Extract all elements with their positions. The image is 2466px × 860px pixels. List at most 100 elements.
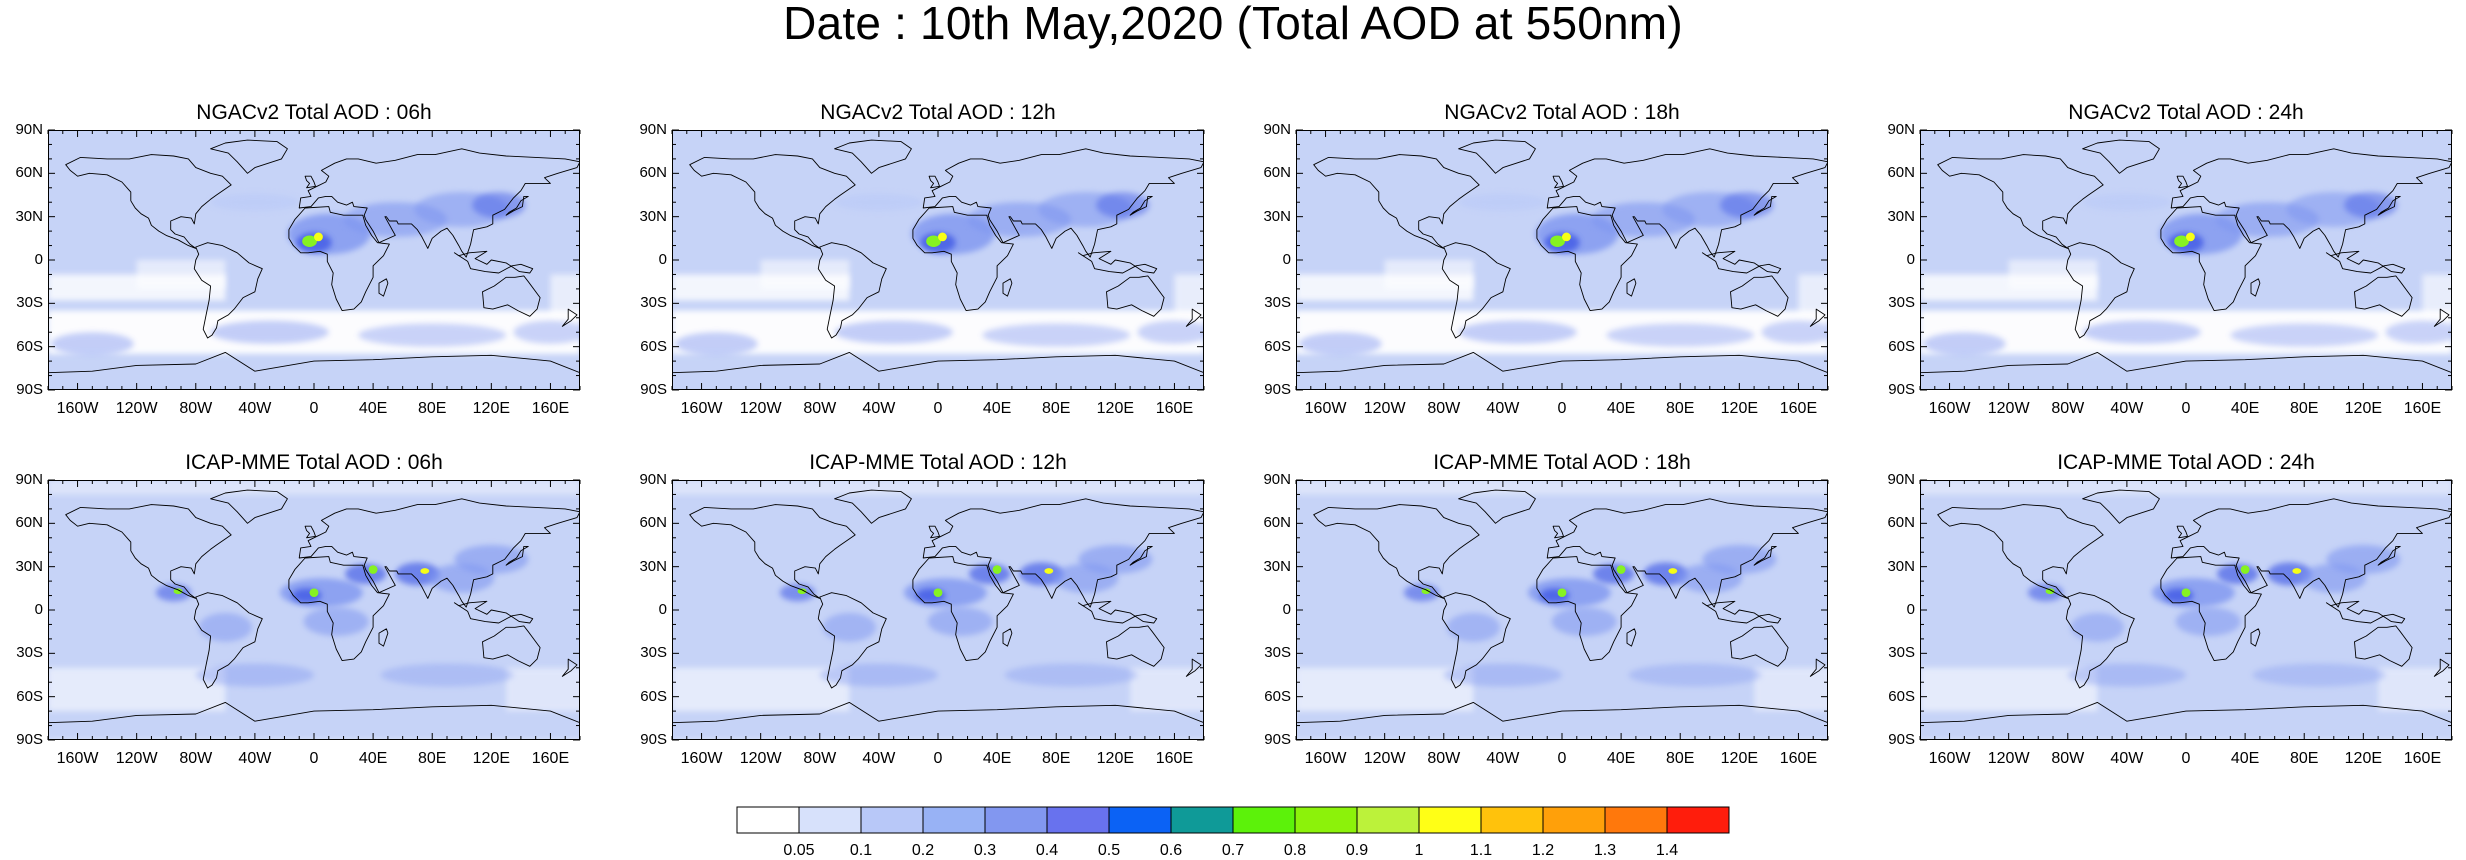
longitude-label: 160W — [1304, 750, 1347, 767]
coastline-south-america — [817, 242, 887, 339]
aerosol-feature — [420, 568, 430, 574]
longitude-label: 80W — [179, 750, 213, 767]
aerosol-feature — [302, 235, 317, 247]
aerosol-feature — [904, 578, 987, 608]
coastline-north-america — [65, 504, 232, 599]
aerosol-feature — [1562, 232, 1571, 242]
longitude-label: 160W — [56, 400, 99, 417]
latitude-label: 90S — [640, 381, 667, 398]
coastline-indonesia — [1077, 600, 1158, 624]
longitude-label: 80W — [803, 400, 837, 417]
colorbar-label: 0.9 — [1345, 842, 1369, 859]
latitude-label: 0 — [658, 601, 667, 618]
aerosol-feature — [1922, 332, 2006, 356]
longitude-label: 80W — [2051, 750, 2085, 767]
longitude-label: 80E — [1665, 400, 1695, 417]
longitude-label: 120W — [739, 400, 782, 417]
panel-title: ICAP-MME Total AOD : 24h — [2057, 451, 2315, 474]
aerosol-feature — [210, 193, 300, 211]
aod-map — [671, 479, 1205, 741]
latitude-label: 90S — [16, 731, 43, 748]
coastline-japan — [1129, 195, 1153, 216]
low-aod-region — [2008, 260, 2098, 289]
aod-map — [1919, 479, 2453, 741]
aerosol-feature — [2186, 232, 2195, 242]
longitude-label: 120E — [472, 400, 511, 417]
coastline-australia — [1730, 275, 1789, 317]
latitude-label: 30N — [639, 207, 667, 225]
aerosol-feature — [1137, 320, 1204, 344]
aerosol-feature — [210, 320, 329, 344]
longitude-label: 80E — [417, 400, 447, 417]
coastline-indonesia — [1701, 600, 1782, 624]
coastline-antarctica — [1296, 351, 1828, 390]
coastline-antarctica — [48, 351, 580, 390]
coastline-greenland — [210, 139, 288, 174]
aerosol-feature — [1298, 332, 1382, 356]
panel-title: ICAP-MME Total AOD : 06h — [185, 451, 443, 474]
coastline-south-america — [193, 242, 263, 339]
aerosol-feature — [1616, 565, 1626, 574]
latitude-label: 60S — [1264, 687, 1291, 705]
aerosol-feature — [358, 323, 507, 347]
aerosol-feature — [2152, 578, 2235, 608]
coastline-australia — [1106, 275, 1165, 317]
coastline-north-america — [65, 154, 232, 249]
colorbar-label: 1.2 — [1531, 842, 1555, 859]
latitude-label: 0 — [1282, 251, 1291, 268]
coastline-australia — [2354, 625, 2413, 667]
coastline-greenland — [1458, 139, 1536, 174]
longitude-label: 40E — [358, 750, 388, 767]
aerosol-feature — [822, 612, 876, 642]
colorbar-boxes — [736, 806, 1730, 834]
aod-map — [671, 129, 1205, 391]
latitude-label: 60N — [1887, 514, 1915, 532]
longitude-label: 80W — [179, 400, 213, 417]
colorbar-label: 0.5 — [1097, 842, 1121, 859]
coastline-eurasia — [2170, 148, 2452, 258]
coastline-madagascar — [1002, 628, 1013, 647]
coastline-antarctica — [1920, 701, 2452, 740]
coastline-eurasia — [1546, 148, 1828, 258]
coastline-south-america — [2065, 592, 2135, 689]
longitude-label: 120W — [1987, 400, 2030, 417]
longitude-label: 80E — [1041, 400, 1071, 417]
longitude-label: 120W — [739, 750, 782, 767]
longitude-label: 160E — [2403, 400, 2442, 417]
colorbar-label: 0.3 — [973, 842, 997, 859]
coastline-antarctica — [672, 701, 1204, 740]
longitude-label: 0 — [309, 750, 319, 767]
aerosol-feature — [2174, 235, 2189, 247]
longitude-label: 120E — [1096, 400, 1135, 417]
latitude-label: 90S — [1888, 731, 1915, 748]
coastline-africa — [912, 206, 1014, 312]
latitude-label: 90N — [639, 471, 667, 488]
longitude-label: 160E — [531, 400, 570, 417]
coastline-eurasia — [2170, 498, 2452, 608]
coastline-greenland — [1458, 489, 1536, 524]
aerosol-feature — [1628, 663, 1762, 687]
coastline-indonesia — [1077, 250, 1158, 274]
latitude-label: 30N — [15, 207, 43, 225]
colorbar-swatch — [1666, 806, 1730, 834]
coastline-australia — [1730, 625, 1789, 667]
coastline-eurasia — [922, 148, 1204, 258]
longitude-label: 80W — [1427, 400, 1461, 417]
aerosol-feature — [195, 663, 314, 687]
coastline-new-zealand — [561, 308, 578, 327]
colorbar-label: 1.3 — [1593, 842, 1617, 859]
longitude-label: 160W — [680, 400, 723, 417]
aerosol-feature — [513, 320, 580, 344]
coastline-eurasia — [922, 498, 1204, 608]
aerosol-feature — [982, 323, 1131, 347]
latitude-label: 60S — [16, 687, 43, 705]
aerosol-feature — [2230, 323, 2379, 347]
coastline-madagascar — [378, 628, 389, 647]
aerosol-feature — [2082, 193, 2172, 211]
latitude-label: 30S — [1264, 644, 1291, 662]
panel-title: NGACv2 Total AOD : 18h — [1444, 101, 1680, 124]
colorbar-label: 0.05 — [783, 842, 815, 859]
longitude-label: 160E — [1779, 750, 1818, 767]
aerosol-feature — [992, 565, 1002, 574]
latitude-label: 30N — [1887, 207, 1915, 225]
